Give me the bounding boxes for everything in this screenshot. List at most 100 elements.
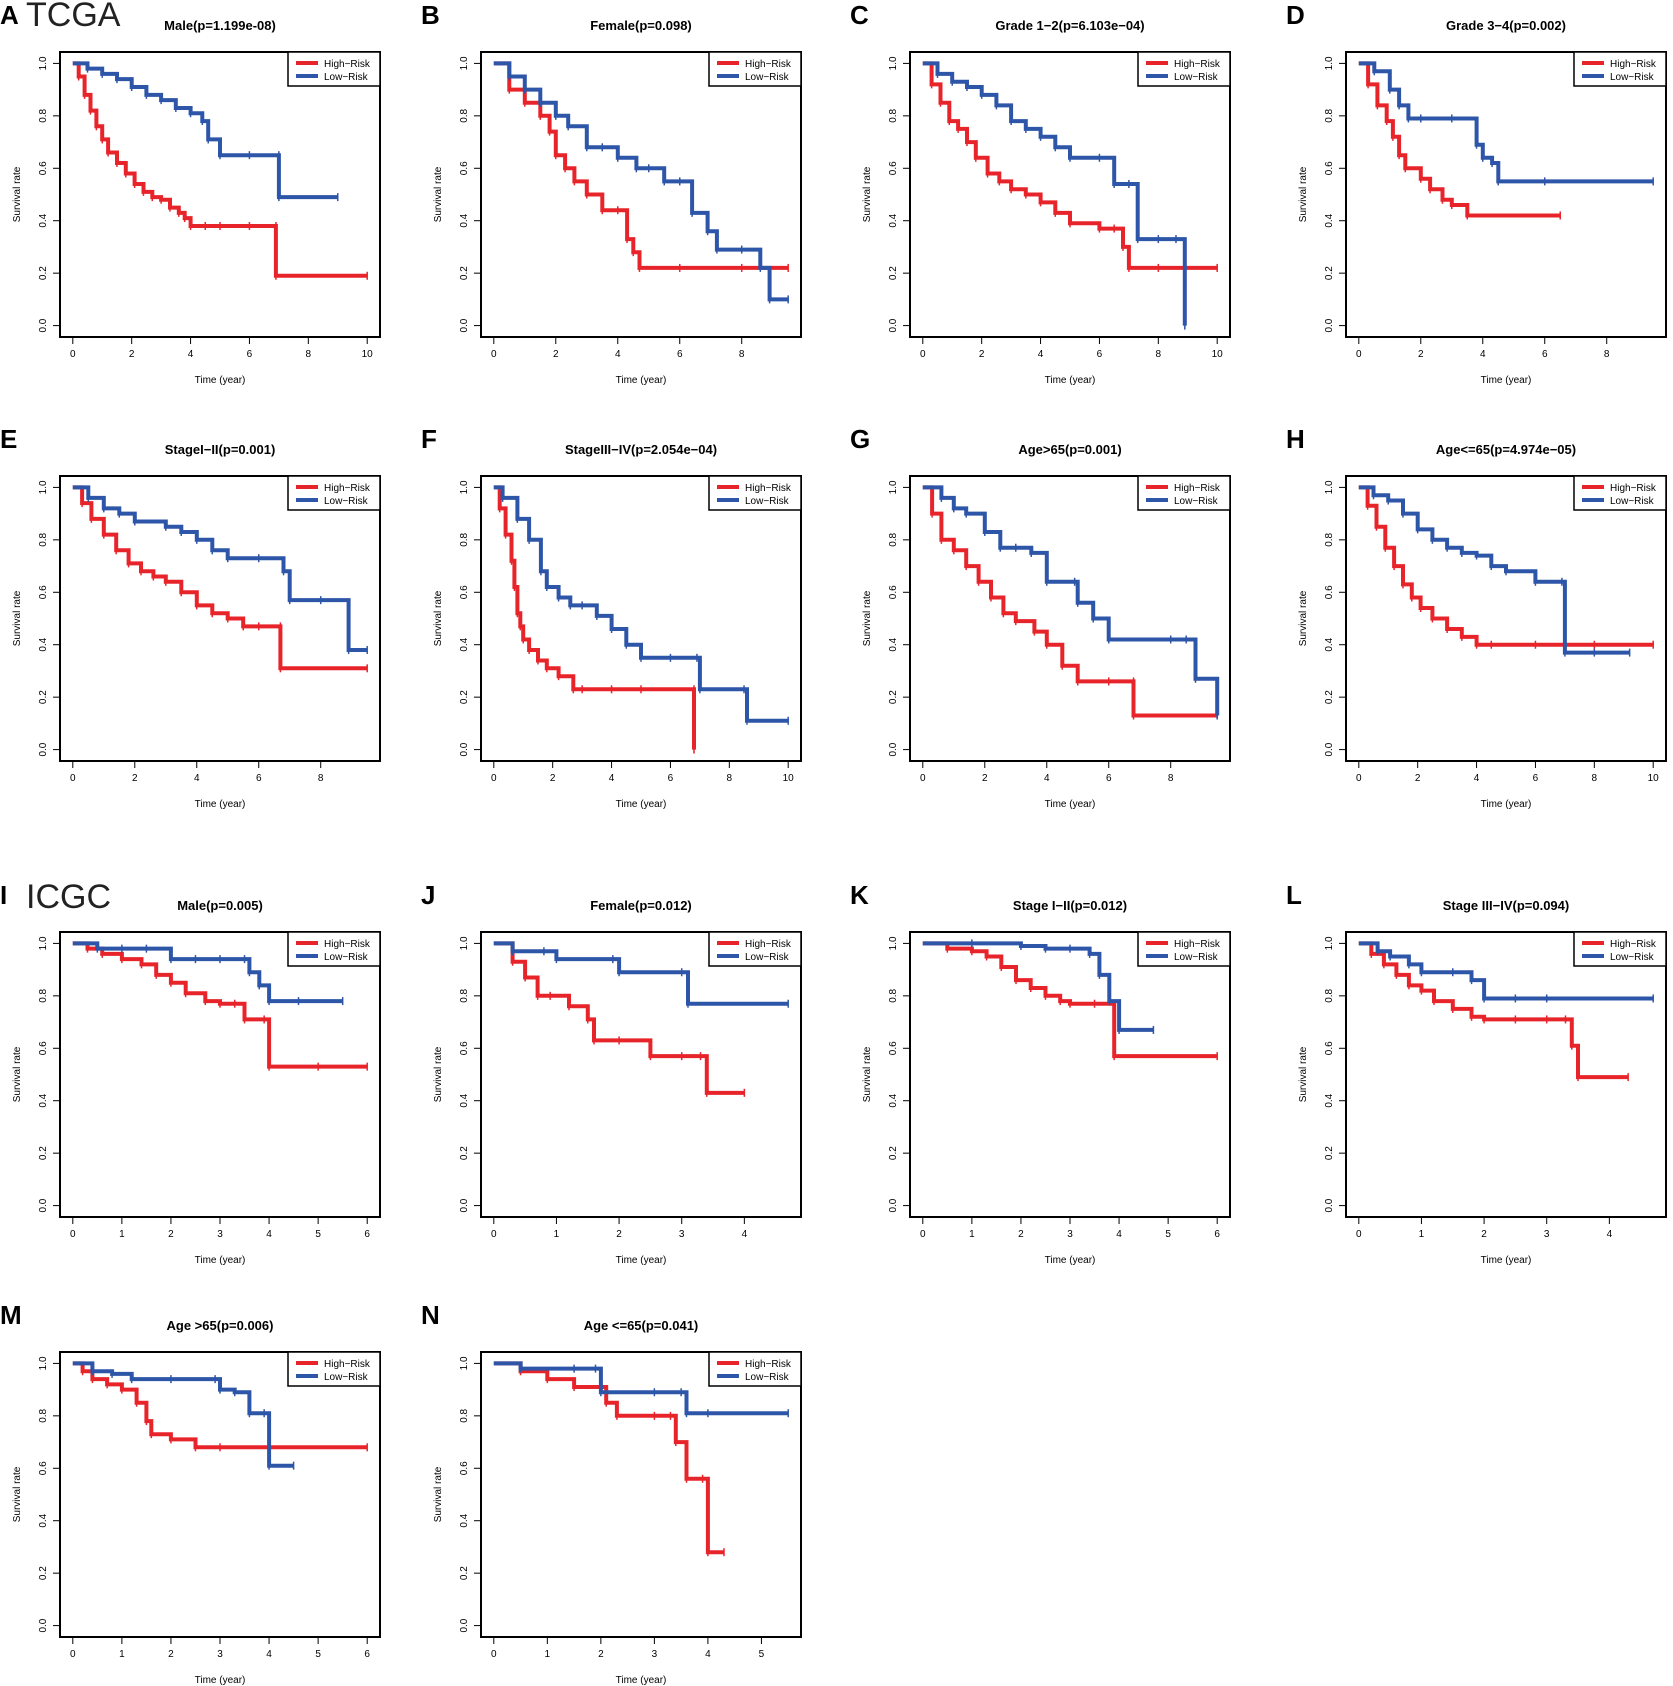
y-tick-label: 0.2 [888,690,899,704]
panel-letter: M [0,1300,22,1330]
x-tick-label: 1 [545,1649,551,1660]
panel-m: M Age >65(p=0.006) 0.0 0.2 0.4 0.6 0.8 1.0 0 1 2 3 4… [0,1300,381,1686]
panel-letter: D [1286,0,1305,30]
legend-box [287,51,381,87]
legend-label-high: High−Risk [1610,483,1657,494]
low-risk-curve [922,61,1187,326]
y-tick-label: 0.6 [38,1461,49,1475]
x-axis-label: Time (year) [1481,375,1532,386]
high-risk-curve [72,485,368,671]
y-tick-label: 1.0 [459,1356,470,1370]
x-axis-label: Time (year) [1481,799,1532,810]
y-tick-label: 0.0 [38,1618,49,1632]
panel-k: K Stage I−II(p=0.012) 0.0 0.2 0.4 0.6 0.8 1.0 0 1… [850,880,1231,1266]
x-tick-label: 0 [491,1649,497,1660]
high-risk-curve [493,941,745,1095]
low-risk-curve [922,485,1220,716]
panel-h: H Age<=65(p=4.974e−05) 0.0 0.2 0.4 0.6 0.8 1.0 0… [1286,424,1667,810]
x-tick-label: 10 [362,349,374,360]
y-tick-label: 0.2 [1324,266,1335,280]
x-tick-label: 1 [554,1229,560,1240]
x-tick-label: 2 [553,349,559,360]
x-tick-label: 8 [1156,349,1162,360]
low-risk-curve [72,485,368,652]
x-tick-label: 3 [1544,1229,1550,1240]
x-tick-label: 4 [1044,773,1050,784]
panel-title: Stage I−II(p=0.012) [1013,898,1127,913]
low-risk-curve [72,941,343,1004]
plot-frame [909,475,1231,762]
x-tick-label: 4 [266,1649,272,1660]
x-tick-label: 0 [70,349,76,360]
x-tick-label: 0 [70,1649,76,1660]
x-axis-label: Time (year) [1045,1255,1096,1266]
x-axis-label: Time (year) [195,799,246,810]
legend-box [708,931,802,967]
panel-letter: L [1286,880,1302,910]
panel-letter: K [850,880,869,910]
y-tick-label: 0.2 [38,690,49,704]
group-label-tcga: TCGA [26,0,121,34]
x-tick-label: 2 [168,1649,174,1660]
y-tick-label: 0.6 [38,585,49,599]
y-tick-label: 0.6 [888,1041,899,1055]
legend-box [1137,931,1231,967]
x-tick-label: 6 [364,1229,370,1240]
y-tick-label: 1.0 [1324,56,1335,70]
y-tick-label: 0.4 [38,1513,49,1527]
legend-label-low: Low−Risk [324,72,369,83]
plot-frame [1345,475,1667,762]
x-tick-label: 3 [217,1649,223,1660]
y-tick-label: 1.0 [38,480,49,494]
panel-title: Female(p=0.098) [590,18,692,33]
x-tick-label: 5 [759,1649,765,1660]
legend-label-low: Low−Risk [1610,72,1655,83]
panel-d: D Grade 3−4(p=0.002) 0.0 0.2 0.4 0.6 0.8 1.0 0 2 4… [1286,0,1667,386]
high-risk-curve [493,61,789,270]
x-tick-label: 8 [1592,773,1598,784]
x-axis-label: Time (year) [195,375,246,386]
legend-label-low: Low−Risk [1174,496,1219,507]
x-tick-label: 6 [247,349,253,360]
x-axis-label: Time (year) [616,375,667,386]
panel-c: C Grade 1−2(p=6.103e−04) 0.0 0.2 0.4 0.6 0.8 1.… [850,0,1231,386]
x-tick-label: 6 [364,1649,370,1660]
x-tick-label: 8 [1168,773,1174,784]
x-tick-label: 2 [132,773,138,784]
y-tick-label: 1.0 [888,56,899,70]
y-tick-label: 0.4 [888,637,899,651]
legend-box [708,1351,802,1387]
legend-label-low: Low−Risk [324,496,369,507]
panel-title: Age<=65(p=4.974e−05) [1436,442,1576,457]
y-tick-label: 0.0 [38,1198,49,1212]
y-tick-label: 0.0 [38,742,49,756]
x-tick-label: 0 [70,773,76,784]
x-axis-label: Time (year) [616,799,667,810]
y-tick-label: 0.4 [38,1093,49,1107]
legend-box [1137,475,1231,511]
plot-frame [480,931,802,1218]
panel-e: E StageI−II(p=0.001) 0.0 0.2 0.4 0.6 0.8 1.0 0 2 4… [0,424,381,810]
y-tick-label: 0.6 [888,585,899,599]
y-tick-label: 1.0 [888,480,899,494]
low-risk-curve [493,61,789,302]
x-tick-label: 5 [315,1229,321,1240]
x-tick-label: 0 [1356,1229,1362,1240]
y-tick-label: 0.4 [888,1093,899,1107]
x-tick-label: 4 [609,773,615,784]
y-tick-label: 0.8 [888,532,899,546]
x-tick-label: 2 [1481,1229,1487,1240]
y-tick-label: 0.2 [1324,1146,1335,1160]
x-tick-label: 2 [1018,1229,1024,1240]
x-tick-label: 4 [705,1649,711,1660]
legend-label-high: High−Risk [1174,939,1221,950]
panel-title: Age <=65(p=0.041) [584,1318,699,1333]
y-tick-label: 0.8 [38,1408,49,1422]
high-risk-curve [493,485,696,750]
y-tick-label: 0.2 [459,1146,470,1160]
legend-label-low: Low−Risk [745,72,790,83]
legend-label-high: High−Risk [324,483,371,494]
x-tick-label: 0 [491,1229,497,1240]
y-tick-label: 0.0 [888,318,899,332]
panel-letter: B [421,0,440,30]
